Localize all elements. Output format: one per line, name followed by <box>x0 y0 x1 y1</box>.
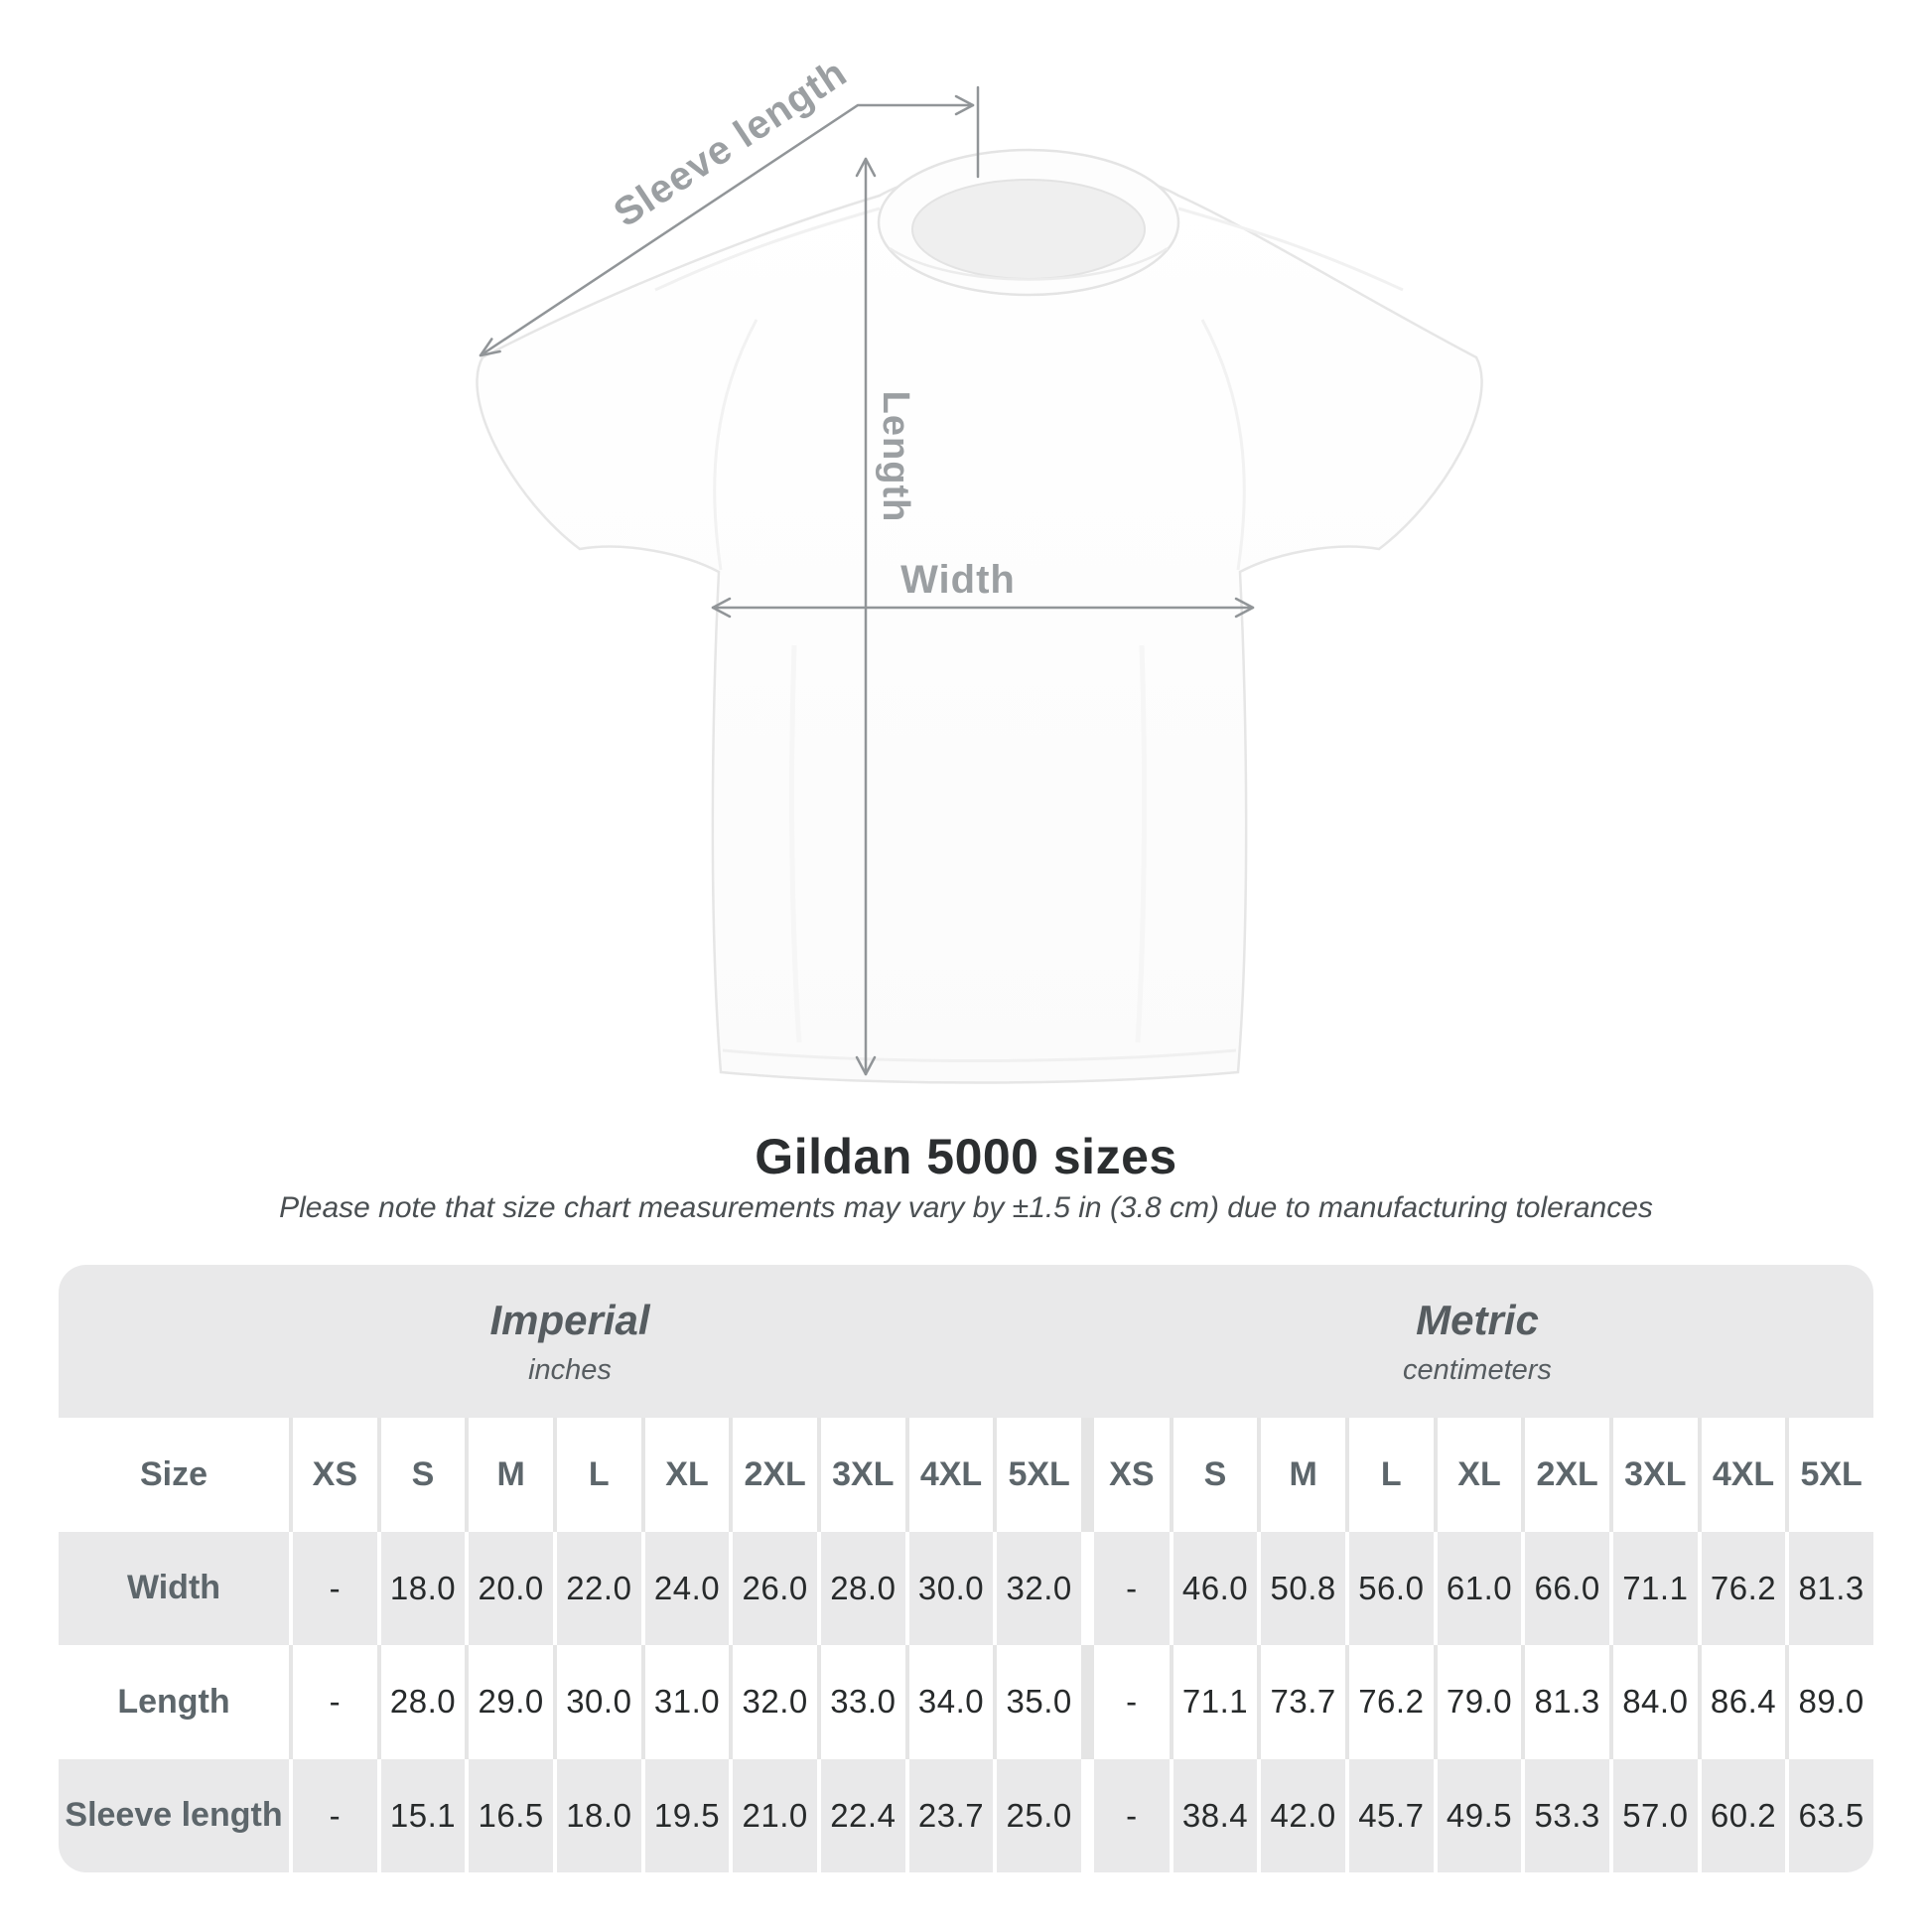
unit-sub: inches <box>528 1353 612 1386</box>
table-cell: - <box>289 1645 377 1759</box>
table-cell: 53.3 <box>1521 1758 1609 1872</box>
sleeve-length-label: Sleeve length <box>607 51 855 235</box>
table-cell: 29.0 <box>465 1645 553 1759</box>
table-cell: - <box>1080 1645 1170 1759</box>
size-col-header: L <box>552 1418 641 1532</box>
size-col-header: S <box>1169 1418 1258 1532</box>
table-cell: 18.0 <box>376 1531 466 1645</box>
size-col-header: M <box>465 1418 553 1532</box>
table-cell: 42.0 <box>1257 1758 1345 1872</box>
table-cell: 38.4 <box>1169 1758 1258 1872</box>
table-cell: 25.0 <box>993 1758 1081 1872</box>
table-row-sleeve-length: Sleeve length - 15.1 16.5 18.0 19.5 21.0… <box>59 1758 1873 1872</box>
size-table: Imperial inches Metric centimeters Size … <box>59 1265 1873 1872</box>
size-col-header: XS <box>1080 1418 1170 1532</box>
table-cell: 81.3 <box>1785 1531 1873 1645</box>
width-arrow <box>711 597 1255 619</box>
page-title: Gildan 5000 sizes <box>755 1129 1177 1184</box>
table-cell: 21.0 <box>729 1758 817 1872</box>
table-cell: 16.5 <box>465 1758 553 1872</box>
unit-sub: centimeters <box>1403 1353 1552 1386</box>
size-col-header: 4XL <box>1697 1418 1786 1532</box>
tshirt-diagram: Sleeve length Length Width <box>476 51 1483 1084</box>
table-cell: 46.0 <box>1169 1531 1258 1645</box>
unit-header-imperial: Imperial inches <box>59 1265 1081 1418</box>
table-cell: - <box>289 1758 377 1872</box>
table-row-length: Length - 28.0 29.0 30.0 31.0 32.0 33.0 3… <box>59 1645 1873 1759</box>
table-cell: 20.0 <box>465 1531 553 1645</box>
size-col-header: XS <box>289 1418 377 1532</box>
size-col-header: 5XL <box>993 1418 1081 1532</box>
table-cell: 57.0 <box>1608 1758 1698 1872</box>
size-col-header: 5XL <box>1785 1418 1873 1532</box>
unit-name: Imperial <box>489 1296 650 1343</box>
table-row-width: Width - 18.0 20.0 22.0 24.0 26.0 28.0 30… <box>59 1531 1873 1645</box>
table-cell: 33.0 <box>816 1645 905 1759</box>
table-cell: 22.0 <box>552 1531 641 1645</box>
table-cell: 30.0 <box>904 1531 994 1645</box>
size-col-header: 4XL <box>904 1418 994 1532</box>
size-header-cell: Size <box>139 1454 208 1493</box>
table-cell: 81.3 <box>1521 1645 1609 1759</box>
table-cell: 79.0 <box>1433 1645 1522 1759</box>
table-cell: 76.2 <box>1344 1645 1434 1759</box>
width-label: Width <box>900 558 1016 602</box>
size-col-header: 3XL <box>1608 1418 1698 1532</box>
size-col-header: 3XL <box>816 1418 905 1532</box>
row-label: Length <box>117 1682 230 1721</box>
table-cell: 84.0 <box>1608 1645 1698 1759</box>
table-cell: 56.0 <box>1344 1531 1434 1645</box>
table-cell: 50.8 <box>1257 1531 1345 1645</box>
table-cell: - <box>289 1531 377 1645</box>
size-col-header: 2XL <box>1521 1418 1609 1532</box>
size-col-header: M <box>1257 1418 1345 1532</box>
table-cell: 73.7 <box>1257 1645 1345 1759</box>
table-cell: 30.0 <box>552 1645 641 1759</box>
unit-header-band: Imperial inches Metric centimeters <box>59 1265 1873 1418</box>
table-cell: 31.0 <box>640 1645 730 1759</box>
table-cell: 71.1 <box>1608 1531 1698 1645</box>
unit-header-metric: Metric centimeters <box>1081 1265 1873 1418</box>
row-label: Width <box>126 1569 221 1607</box>
table-cell: 24.0 <box>640 1531 730 1645</box>
table-cell: 32.0 <box>993 1531 1081 1645</box>
length-label: Length <box>875 391 916 523</box>
table-cell: 22.4 <box>816 1758 905 1872</box>
table-cell: 66.0 <box>1521 1531 1609 1645</box>
table-cell: 89.0 <box>1785 1645 1873 1759</box>
table-cell: 26.0 <box>729 1531 817 1645</box>
header-row: Size XS S M L XL 2XL 3XL 4XL 5XL XS S M … <box>59 1418 1873 1532</box>
table-cell: 28.0 <box>816 1531 905 1645</box>
size-col-header: XL <box>640 1418 730 1532</box>
table-cell: 60.2 <box>1697 1758 1786 1872</box>
table-cell: 19.5 <box>640 1758 730 1872</box>
table-cell: 15.1 <box>376 1758 466 1872</box>
table-cell: - <box>1080 1758 1170 1872</box>
row-label: Sleeve length <box>65 1796 283 1835</box>
table-cell: 35.0 <box>993 1645 1081 1759</box>
size-col-header: XL <box>1433 1418 1522 1532</box>
table-cell: 86.4 <box>1697 1645 1786 1759</box>
table-cell: 71.1 <box>1169 1645 1258 1759</box>
page-subtitle: Please note that size chart measurements… <box>279 1191 1653 1224</box>
table-cell: 45.7 <box>1344 1758 1434 1872</box>
table-cell: 32.0 <box>729 1645 817 1759</box>
tshirt-image <box>476 148 1483 1084</box>
table-cell: 76.2 <box>1697 1531 1786 1645</box>
table-cell: 23.7 <box>904 1758 994 1872</box>
table-cell: 18.0 <box>552 1758 641 1872</box>
unit-name: Metric <box>1416 1296 1539 1343</box>
table-cell: 63.5 <box>1785 1758 1873 1872</box>
sleeve-length-arrow <box>479 85 980 357</box>
size-col-header: L <box>1344 1418 1434 1532</box>
table-cell: - <box>1080 1531 1170 1645</box>
table-cell: 49.5 <box>1433 1758 1522 1872</box>
length-arrow <box>855 157 877 1076</box>
size-col-header: S <box>376 1418 466 1532</box>
table-cell: 34.0 <box>904 1645 994 1759</box>
size-col-header: 2XL <box>729 1418 817 1532</box>
table-cell: 61.0 <box>1433 1531 1522 1645</box>
table-cell: 28.0 <box>376 1645 466 1759</box>
